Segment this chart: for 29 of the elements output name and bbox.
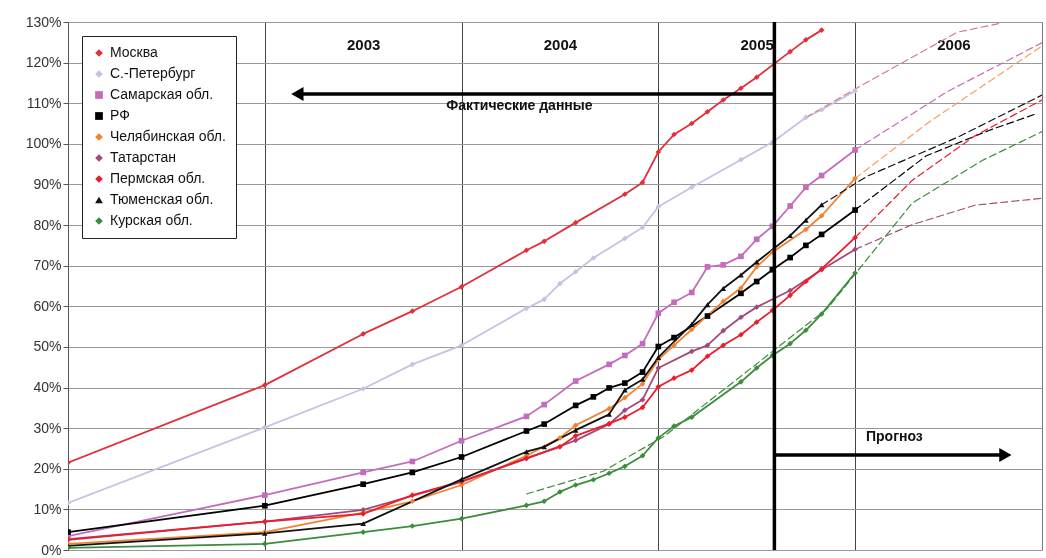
y-tick-label: 70% [33,257,62,274]
y-tick-label: 120% [25,54,62,71]
y-tick-label: 130% [25,13,62,30]
annotation: Фактические данные [446,97,593,113]
y-tick-label: 0% [41,541,62,558]
y-tick-label: 10% [33,500,62,517]
legend-label: Пермская обл. [110,170,206,186]
legend-label: Курская обл. [110,212,193,228]
x-tick-label: 2003 [346,35,381,53]
y-tick-label: 90% [33,175,62,192]
y-tick-label: 80% [33,216,62,233]
y-tick-label: 20% [33,460,62,477]
y-tick-label: 100% [25,135,62,152]
y-tick-label: 60% [33,297,62,314]
legend-label: Тюменская обл. [110,191,214,207]
y-tick-label: 40% [33,379,62,396]
y-tick-label: 110% [26,94,62,111]
legend-label: РФ [110,107,130,123]
legend-label: С.-Петербург [110,65,196,81]
y-tick-label: 30% [33,419,62,436]
x-tick-label: 2005 [740,35,774,53]
y-tick-label: 50% [33,338,62,355]
legend-label: Челябинская обл. [110,128,226,144]
annotation: Прогноз [866,428,923,444]
legend-label: Самарская обл. [110,86,214,102]
x-tick-label: 2006 [937,35,971,53]
x-tick-label: 2004 [543,35,578,53]
legend-label: Москва [110,44,159,60]
legend-label: Татарстан [110,149,177,165]
